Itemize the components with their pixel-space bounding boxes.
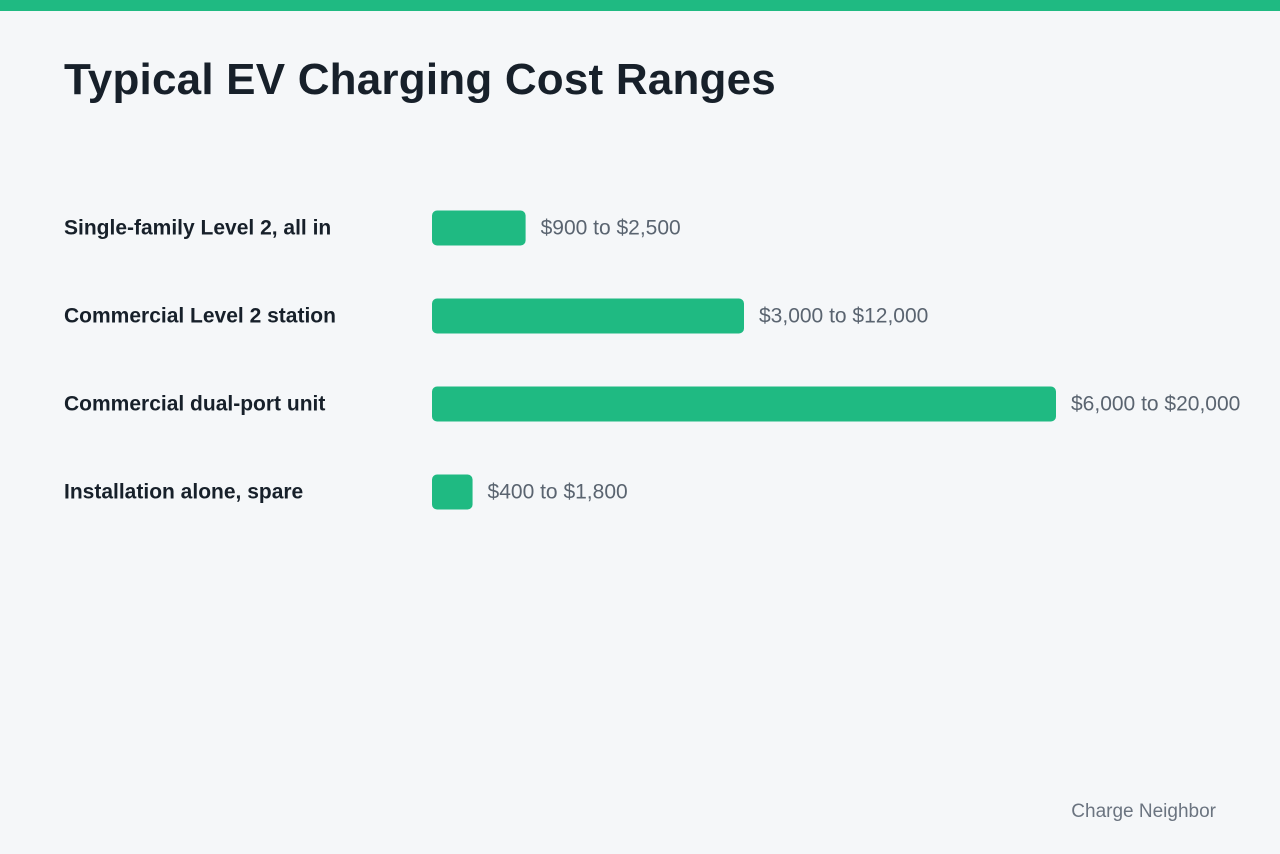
- brand-credit: Charge Neighbor: [1071, 801, 1216, 822]
- bar: [432, 210, 526, 246]
- bar: [432, 386, 1056, 422]
- top-accent-stripe: [0, 0, 1280, 11]
- bar: [432, 298, 744, 334]
- value-label: $400 to $1,800: [488, 481, 628, 504]
- category-label: Commercial dual-port unit: [64, 393, 325, 416]
- category-label: Single-family Level 2, all in: [64, 217, 331, 240]
- bar-row: Commercial dual-port unit $6,000 to $20,0…: [64, 386, 1240, 422]
- bar: [432, 474, 473, 510]
- category-label: Commercial Level 2 station: [64, 305, 336, 328]
- category-label: Installation alone, spare: [64, 481, 303, 504]
- bar-row: Single-family Level 2, all in $900 to $2,…: [64, 210, 681, 246]
- value-label: $6,000 to $20,000: [1071, 393, 1240, 416]
- chart-title: Typical EV Charging Cost Ranges: [64, 55, 776, 104]
- bar-row: Commercial Level 2 station $3,000 to $12,…: [64, 298, 928, 334]
- bar-row: Installation alone, spare $400 to $1,800: [64, 474, 628, 510]
- value-label: $3,000 to $12,000: [759, 305, 928, 328]
- value-label: $900 to $2,500: [541, 217, 681, 240]
